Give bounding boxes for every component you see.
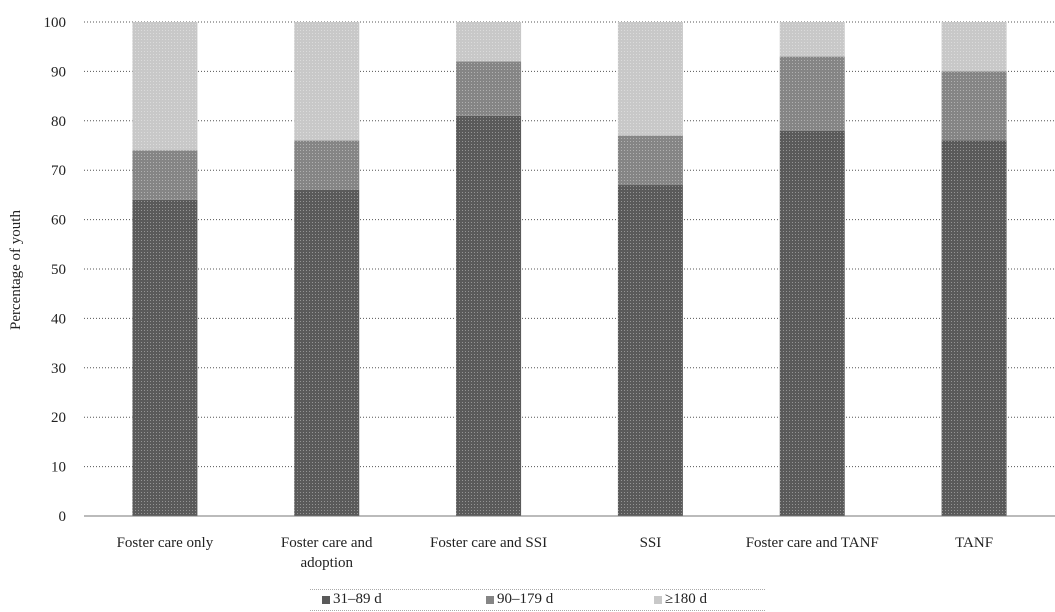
- y-tick-label-100: 100: [44, 15, 67, 31]
- x-tick-label-4: SSI: [640, 535, 662, 551]
- legend-label-180-plus: ≥180 d: [665, 591, 707, 607]
- legend-swatch-180-plus: [654, 595, 662, 604]
- bar-texture-2-series-3: [294, 22, 360, 141]
- y-axis-label: Percentage of youth: [8, 210, 24, 330]
- x-tick-label-2-line-2: adoption: [301, 555, 354, 571]
- x-axis-labels: Foster care only Foster care and adoption F…: [117, 535, 993, 571]
- legend-swatch-90-179: [486, 595, 494, 604]
- bar-texture-1-series-2: [132, 150, 198, 200]
- x-tick-label-3: Foster care and SSI: [430, 535, 547, 551]
- gridlines: [84, 21, 1055, 468]
- bar-texture-6-series-1: [941, 140, 1007, 516]
- legend: 31–89 d 90–179 d ≥180 d: [310, 589, 765, 611]
- y-tick-label-50: 50: [51, 262, 66, 278]
- legend-swatch-31-89: [322, 595, 330, 604]
- bar-texture-5-series-2: [779, 56, 845, 131]
- bars: [132, 22, 1007, 517]
- legend-item-180-plus: ≥180 d: [654, 591, 707, 608]
- x-tick-label-6: TANF: [955, 535, 993, 551]
- stacked-bar-chart: 0 10 20 30 40 50 60 70 80 90 100 Percentage of you…: [8, 15, 1055, 571]
- bar-texture-1-series-1: [132, 199, 198, 516]
- bar-texture-3-series-3: [456, 22, 522, 62]
- y-tick-label-90: 90: [51, 64, 66, 80]
- legend-label-90-179: 90–179 d: [497, 591, 554, 607]
- bar-texture-1-series-3: [132, 22, 198, 151]
- y-tick-label-20: 20: [51, 410, 66, 426]
- x-tick-label-2-line-1: Foster care and: [281, 535, 373, 551]
- y-tick-label-80: 80: [51, 114, 66, 130]
- bar-texture-4-series-2: [617, 135, 683, 186]
- bar-texture-4-series-1: [617, 185, 683, 516]
- legend-item-90-179: 90–179 d: [486, 591, 553, 608]
- bar-texture-2-series-1: [294, 189, 360, 516]
- legend-item-31-89: 31–89 d: [322, 591, 382, 608]
- bar-texture-2-series-2: [294, 140, 360, 190]
- legend-label-31-89: 31–89 d: [333, 591, 382, 607]
- bar-texture-3-series-2: [456, 61, 522, 116]
- y-tick-label-0: 0: [59, 509, 67, 525]
- bar-texture-6-series-2: [941, 71, 1007, 141]
- y-axis-ticks: 0 10 20 30 40 50 60 70 80 90 100: [44, 15, 67, 525]
- y-tick-label-10: 10: [51, 460, 66, 476]
- y-tick-label-30: 30: [51, 361, 66, 377]
- x-tick-label-5: Foster care and TANF: [746, 535, 879, 551]
- bar-texture-3-series-1: [456, 115, 522, 517]
- bar-texture-4-series-3: [617, 22, 683, 136]
- bar-texture-5-series-3: [779, 22, 845, 57]
- y-tick-label-40: 40: [51, 311, 66, 327]
- y-tick-label-70: 70: [51, 163, 66, 179]
- bar-texture-5-series-1: [779, 130, 845, 516]
- x-tick-label-1: Foster care only: [117, 535, 214, 551]
- bar-texture-6-series-3: [941, 22, 1007, 72]
- y-tick-label-60: 60: [51, 213, 66, 229]
